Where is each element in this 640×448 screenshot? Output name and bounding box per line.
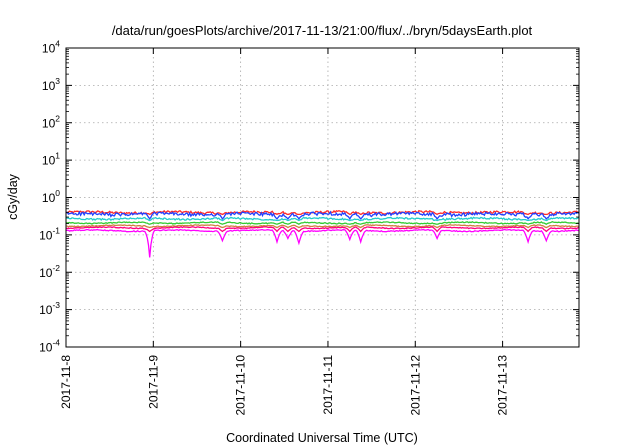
x-tick-label: 2017-11-10 — [234, 355, 248, 416]
x-tick-label: 2017-11-13 — [496, 355, 510, 416]
y-tick-label: 100 — [42, 188, 60, 205]
series-line — [65, 224, 580, 229]
series-line — [65, 228, 580, 258]
x-tick-label: 2017-11-8 — [59, 355, 73, 409]
y-tick-label: 104 — [42, 39, 60, 56]
x-tick-label: 2017-11-11 — [321, 355, 335, 415]
series-line — [65, 220, 580, 225]
y-tick-label: 10-1 — [39, 225, 60, 242]
plot-series — [65, 209, 580, 258]
y-tick-label: 102 — [42, 113, 60, 130]
y-tick-label: 10-4 — [39, 338, 60, 355]
y-tick-label: 101 — [42, 151, 60, 168]
grid — [66, 48, 579, 347]
x-tick-label: 2017-11-12 — [408, 355, 422, 416]
y-tick-label: 10-2 — [39, 263, 60, 280]
series-line — [65, 209, 580, 216]
axes: 104 103 102 101 100 10-1 10-2 10-3 10-42017-11-8… — [39, 39, 579, 416]
y-tick-label: 103 — [42, 76, 60, 93]
x-axis-label: Coordinated Universal Time (UTC) — [226, 431, 418, 445]
chart-title: /data/run/goesPlots/archive/2017-11-13/2… — [112, 23, 533, 38]
y-tick-label: 10-3 — [39, 300, 60, 317]
y-axis-label: cGy/day — [6, 173, 20, 220]
series-line — [65, 226, 580, 233]
series-line — [65, 216, 580, 222]
x-tick-label: 2017-11-9 — [146, 355, 160, 409]
series-line — [65, 210, 580, 220]
